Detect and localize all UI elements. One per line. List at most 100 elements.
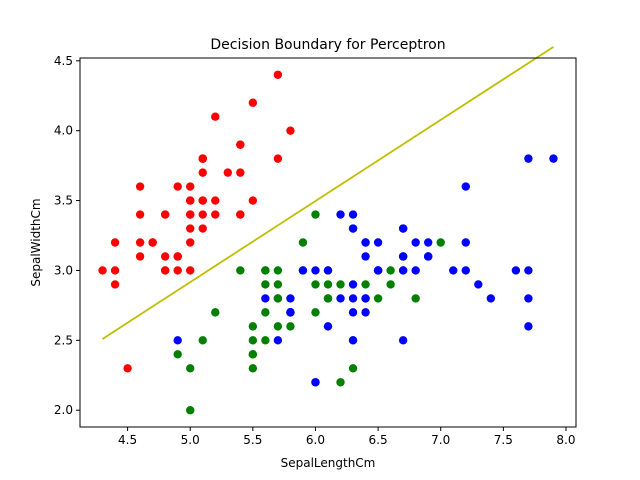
data-point (373, 238, 383, 247)
x-tick-label: 5.0 (181, 433, 200, 447)
data-point (273, 280, 283, 289)
data-point (186, 196, 195, 205)
data-point (261, 308, 270, 317)
data-point (461, 182, 470, 191)
data-point (160, 266, 170, 275)
data-point (173, 182, 182, 191)
data-point (173, 266, 182, 275)
x-axis-label: SepalLengthCm (281, 456, 376, 470)
data-point (411, 266, 420, 275)
y-tick-label: 4.0 (54, 124, 73, 138)
data-point (186, 224, 195, 233)
data-point (223, 168, 232, 177)
y-axis-label: SepalWidthCm (29, 198, 43, 286)
data-point (348, 224, 358, 233)
data-point (186, 182, 195, 191)
data-point (110, 280, 120, 289)
data-point (361, 252, 370, 261)
data-point (186, 364, 195, 373)
x-tick-label: 4.5 (118, 433, 137, 447)
data-point (373, 294, 383, 303)
data-point (186, 266, 195, 275)
data-point (273, 294, 283, 303)
data-point (198, 168, 207, 177)
data-point (436, 238, 445, 247)
data-point (348, 294, 358, 303)
data-point (311, 378, 320, 387)
data-point (348, 280, 358, 289)
data-point (248, 98, 258, 107)
data-point (524, 266, 533, 275)
data-point (411, 294, 420, 303)
data-point (248, 364, 258, 373)
data-point (386, 266, 395, 275)
data-point (311, 280, 320, 289)
data-point (361, 238, 370, 247)
data-point (411, 238, 420, 247)
data-point (348, 308, 358, 317)
data-point (311, 210, 320, 219)
data-point (110, 238, 120, 247)
data-point (449, 266, 458, 275)
data-point (160, 252, 170, 261)
data-point (311, 266, 320, 275)
y-tick-label: 2.5 (54, 333, 73, 347)
y-axis: 2.0 2.5 3.0 3.5 4.0 4.5 (54, 54, 80, 417)
data-point (524, 322, 533, 331)
data-point (323, 322, 333, 331)
data-point (424, 252, 433, 261)
data-point (461, 238, 470, 247)
axes-frame (79, 57, 577, 428)
data-point (173, 350, 182, 359)
data-point (248, 322, 258, 331)
data-point (398, 224, 408, 233)
data-point (186, 210, 195, 219)
plot-area (98, 46, 558, 415)
data-point (336, 294, 345, 303)
data-point (486, 294, 496, 303)
data-point (323, 280, 333, 289)
y-tick-label: 4.5 (54, 54, 73, 68)
data-point (261, 336, 270, 345)
data-point (135, 252, 145, 261)
data-point (198, 224, 207, 233)
data-point (160, 210, 170, 219)
data-point (336, 280, 345, 289)
x-axis: 4.5 5.0 5.5 6.0 6.5 7.0 7.5 8.0 (118, 427, 576, 447)
data-point (348, 364, 358, 373)
data-point (211, 112, 220, 121)
data-point (261, 266, 270, 275)
data-point (323, 266, 333, 275)
data-point (148, 238, 157, 247)
data-point (549, 154, 558, 163)
data-point (211, 196, 220, 205)
x-tick-label: 7.0 (431, 433, 450, 447)
data-point (236, 266, 245, 275)
data-point (286, 322, 295, 331)
data-point (186, 406, 195, 415)
data-point (273, 266, 283, 275)
y-tick-label: 3.0 (54, 263, 73, 277)
data-point (273, 70, 283, 79)
data-point (248, 196, 258, 205)
data-point (186, 238, 195, 247)
data-point (373, 266, 383, 275)
data-point (98, 266, 107, 275)
data-point (173, 252, 182, 261)
data-point (461, 266, 470, 275)
data-point (211, 210, 220, 219)
data-point (524, 154, 533, 163)
data-point (286, 126, 295, 135)
data-point (524, 294, 533, 303)
data-point (135, 182, 145, 191)
data-point (361, 294, 370, 303)
data-point (110, 266, 120, 275)
data-point (424, 238, 433, 247)
data-point (361, 308, 370, 317)
data-point (511, 266, 521, 275)
data-point (236, 210, 245, 219)
data-point (198, 154, 207, 163)
data-point (361, 280, 370, 289)
